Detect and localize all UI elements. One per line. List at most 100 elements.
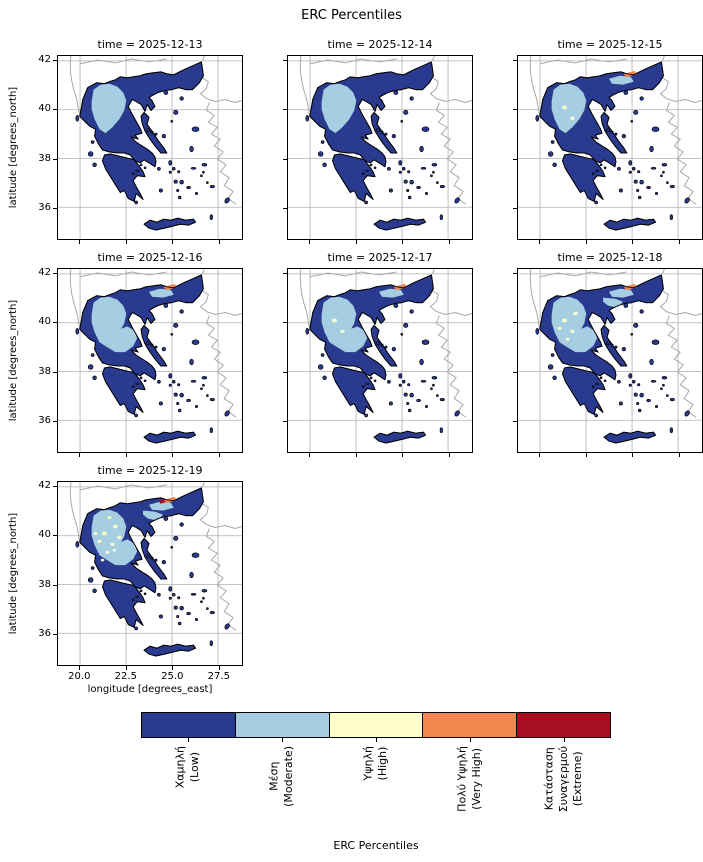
facet: time = 2025-12-17 (283, 251, 473, 457)
y-tick-mark (283, 59, 287, 61)
moderate-region-extended (105, 539, 138, 566)
islands (305, 303, 460, 434)
colorbar-category-label: Χαμηλή (Low) (174, 746, 203, 788)
y-tick-mark (513, 371, 517, 373)
y-tick-mark (513, 207, 517, 209)
colorbar-category-text: Υψηλή (High) (361, 746, 389, 781)
facet-title: time = 2025-12-13 (97, 38, 203, 51)
y-tick-label: 38 (38, 578, 51, 590)
map-axes (287, 55, 473, 240)
moderate-region (321, 83, 357, 134)
y-tick-mark (283, 109, 287, 111)
colorbar-tick (376, 738, 377, 742)
y-tick-mark (283, 371, 287, 373)
map-axes (57, 268, 243, 453)
colorbar-tick (564, 738, 565, 742)
x-tick-mark (79, 240, 81, 244)
x-tick-mark (309, 453, 311, 457)
y-tick-mark (513, 158, 517, 160)
facet: time = 2025-12-13 (8, 38, 243, 244)
high-spots-2 (557, 311, 578, 341)
colorbar-tick (470, 738, 471, 742)
high-spots-2 (97, 524, 118, 554)
x-tick-mark (125, 240, 127, 244)
colorbar-category-label: Υψηλή (High) (362, 746, 391, 780)
x-tick-mark (585, 240, 587, 244)
high-spots-1 (562, 105, 575, 120)
x-tick-mark (632, 453, 634, 457)
x-tick-mark (172, 240, 174, 244)
islands (535, 303, 690, 434)
colorbar-segment-moderate (234, 713, 329, 737)
y-tick-mark (513, 109, 517, 111)
y-tick-mark (53, 158, 57, 160)
colorbar-category-label: Μέση (Moderate) (268, 746, 297, 807)
moderate-region-extended (335, 326, 368, 353)
y-tick-label: 38 (38, 365, 51, 377)
colorbar-bar (141, 712, 611, 738)
coastline-overlay (79, 61, 204, 231)
x-tick-mark (632, 240, 634, 244)
x-tick-label: 27.5 (207, 671, 230, 682)
colorbar-segment-very-high (422, 713, 517, 737)
moderate-region-thrace (149, 501, 174, 511)
high-spots-3 (93, 516, 122, 562)
x-tick-mark (585, 453, 587, 457)
y-tick-mark (513, 59, 517, 61)
colorbar-category-label: Πολύ Υψηλή (Very High) (456, 746, 485, 812)
facet: time = 2025-12-15 (513, 38, 703, 244)
x-tick-mark (402, 240, 404, 244)
x-tick-label: 22.5 (114, 671, 137, 682)
x-axis-label: longitude [degrees_east] (87, 684, 213, 695)
x-tick-mark (448, 240, 450, 244)
x-tick-mark (218, 453, 220, 457)
y-tick-label: 42 (38, 479, 51, 491)
x-tick-mark (539, 240, 541, 244)
y-tick-mark (53, 584, 57, 586)
y-tick-mark (53, 633, 57, 635)
y-tick-mark (53, 272, 57, 274)
y-tick-mark (53, 207, 57, 209)
facet-title: time = 2025-12-17 (327, 251, 433, 264)
high-spots-1 (562, 318, 575, 333)
colorbar-segment-high (328, 713, 423, 737)
y-tick-label: 40 (38, 529, 51, 541)
colorbar-category-text: Χαμηλή (Low) (173, 746, 201, 789)
coastline-overlay (309, 61, 434, 231)
greece-map-svg (518, 269, 702, 452)
facet-title: time = 2025-12-14 (327, 38, 433, 51)
y-axis-label: latitude [degrees_north] (8, 512, 19, 635)
islands (305, 90, 460, 221)
map-axes (57, 55, 243, 240)
islands (75, 90, 230, 221)
colorbar-tick (188, 738, 189, 742)
neighbor-coastlines (299, 269, 472, 418)
y-tick-label: 36 (38, 201, 51, 213)
map-axes (517, 268, 703, 453)
coastline-overlay (79, 487, 204, 657)
moderate-region-thrace (609, 75, 634, 85)
high-spots-1 (102, 531, 115, 546)
facet-title: time = 2025-12-16 (97, 251, 203, 264)
x-tick-mark (355, 240, 357, 244)
y-tick-mark (283, 207, 287, 209)
facet-title: time = 2025-12-19 (97, 464, 203, 477)
moderate-region-thrace (379, 288, 404, 298)
y-tick-mark (53, 485, 57, 487)
y-tick-mark (283, 420, 287, 422)
y-tick-mark (53, 322, 57, 324)
moderate-region (91, 83, 127, 134)
neighbor-coastlines (69, 269, 242, 418)
colorbar-title: ERC Percentiles (333, 839, 419, 852)
colorbar-category-text: Μέση (Moderate) (267, 746, 295, 807)
facet: time = 2025-12-18 (513, 251, 703, 457)
neighbor-coastlines (69, 482, 242, 631)
neighbor-coastlines (69, 56, 242, 205)
x-tick-mark (678, 240, 680, 244)
coastline-overlay (539, 61, 664, 231)
x-tick-mark (172, 666, 174, 670)
x-tick-mark (355, 453, 357, 457)
y-tick-label: 36 (38, 627, 51, 639)
facet: time = 2025-12-14 (283, 38, 473, 244)
